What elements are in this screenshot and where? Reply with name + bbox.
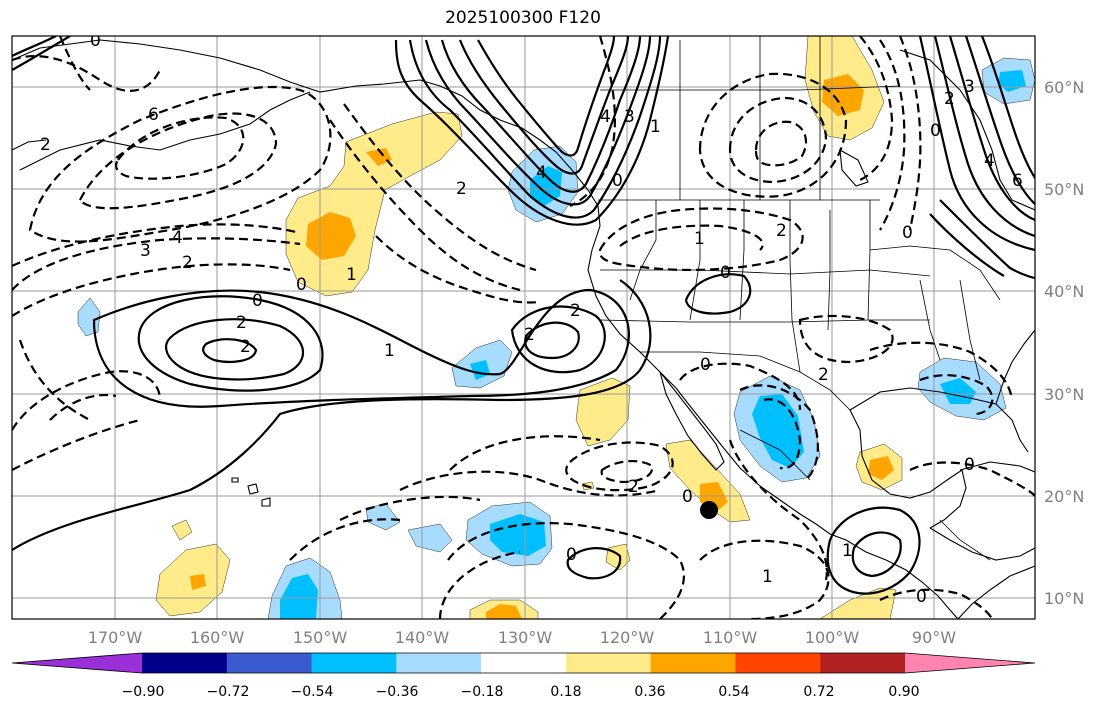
contour-label: 3	[140, 241, 151, 261]
lat-label: 10°N	[1044, 589, 1084, 608]
colorbar-tick-label: −0.90	[122, 684, 165, 700]
longitude-labels: 170°W 160°W 150°W 140°W 130°W 120°W 110°…	[88, 628, 956, 647]
contour-label: 6	[148, 105, 159, 125]
colorbar-tick-label: −0.36	[376, 684, 419, 700]
lat-label: 30°N	[1044, 385, 1084, 404]
lat-label: 60°N	[1044, 78, 1084, 97]
colorbar-tick-label: −0.72	[207, 684, 250, 700]
colorbar-tick-label: 0.54	[718, 684, 749, 700]
lat-label: 20°N	[1044, 487, 1084, 506]
contour-label: 3	[964, 77, 975, 97]
lon-label: 110°W	[703, 628, 758, 647]
colorbar-tick-labels: −0.90 −0.72 −0.54 −0.36 −0.18 0.18 0.36 …	[122, 684, 920, 700]
contour-label: 0	[296, 275, 307, 295]
contour-label: 0	[90, 31, 101, 51]
colorbar-tick-label: 0.90	[888, 684, 919, 700]
contour-label: 2	[240, 337, 251, 357]
colorbar-segment	[481, 653, 567, 673]
contour-label: 0	[720, 263, 731, 283]
contour-label: 1	[384, 341, 395, 361]
coastlines	[12, 39, 1035, 619]
contour-label: 2	[236, 313, 247, 333]
contour-label: 1	[762, 567, 773, 587]
contour-label: 4	[172, 228, 183, 248]
contour-label: 0	[964, 455, 975, 475]
contour-label: 2	[818, 365, 829, 385]
colorbar-segment	[650, 653, 736, 673]
contour-label: 3	[624, 107, 635, 127]
contour-label: 1	[346, 265, 357, 285]
contour-label: 0	[916, 587, 927, 607]
contour-label: 0	[902, 223, 913, 243]
contour-label: 0	[930, 121, 941, 141]
contour-label: 0	[612, 171, 623, 191]
lon-label: 160°W	[190, 628, 245, 647]
political-borders	[598, 36, 1001, 561]
lon-label: 90°W	[912, 628, 956, 647]
contour-label: 2	[182, 253, 193, 273]
contour-label: 2	[456, 179, 467, 199]
colorbar-tick-label: −0.54	[291, 684, 334, 700]
contour-label: 2	[628, 477, 639, 497]
colorbar-segment	[142, 653, 228, 673]
lon-label: 170°W	[88, 628, 143, 647]
contour-labels: 6 2 0 4 3 2 1 0 2 2 1 2 2 0 4 3 1 0 2 4 …	[40, 31, 1023, 607]
contour-label: 0	[252, 291, 263, 311]
lon-label: 130°W	[498, 628, 553, 647]
lon-label: 150°W	[293, 628, 348, 647]
contour-label: 2	[40, 135, 51, 155]
colorbar-tick-label: 0.18	[550, 684, 581, 700]
colorbar-segment	[311, 653, 397, 673]
contours	[12, 36, 1035, 619]
colorbar-tick-label: −0.18	[461, 684, 504, 700]
contour-label: 1	[694, 229, 705, 249]
colorbar	[11, 652, 1036, 674]
contour-label: 0	[700, 355, 711, 375]
contour-label: 4	[536, 163, 547, 183]
contour-label: 2	[524, 325, 535, 345]
map-title: 2025100300 F120	[445, 8, 601, 28]
storm-position-marker	[700, 501, 718, 519]
colorbar-segment	[12, 653, 142, 673]
lon-label: 120°W	[600, 628, 655, 647]
contour-label: 0	[566, 545, 577, 565]
contour-label: 1	[842, 541, 853, 561]
colorbar-segment	[905, 653, 1035, 673]
colorbar-tick-label: 0.72	[803, 684, 834, 700]
colorbar-segment	[396, 653, 482, 673]
colorbar-segment	[735, 653, 821, 673]
colorbar-segment	[820, 653, 906, 673]
latitude-labels: 60°N 50°N 40°N 30°N 20°N 10°N	[1044, 78, 1084, 608]
contour-label: 1	[650, 117, 661, 137]
colorbar-segment	[565, 653, 652, 673]
contour-label: 2	[776, 221, 787, 241]
contour-label: 4	[984, 151, 995, 171]
lat-label: 40°N	[1044, 282, 1084, 301]
contour-label: 2	[944, 89, 955, 109]
colorbar-tick-label: 0.36	[634, 684, 665, 700]
contour-label: 6	[1012, 171, 1023, 191]
contour-label: 2	[570, 301, 581, 321]
lat-label: 50°N	[1044, 180, 1084, 199]
lon-label: 140°W	[395, 628, 450, 647]
anomaly-shading	[77, 36, 1035, 619]
colorbar-outline	[11, 652, 1036, 674]
colorbar-segment	[226, 653, 313, 673]
map-frame	[11, 35, 1036, 620]
lon-label: 100°W	[805, 628, 860, 647]
contour-label: 0	[682, 487, 693, 507]
contour-label: 4	[600, 107, 611, 127]
